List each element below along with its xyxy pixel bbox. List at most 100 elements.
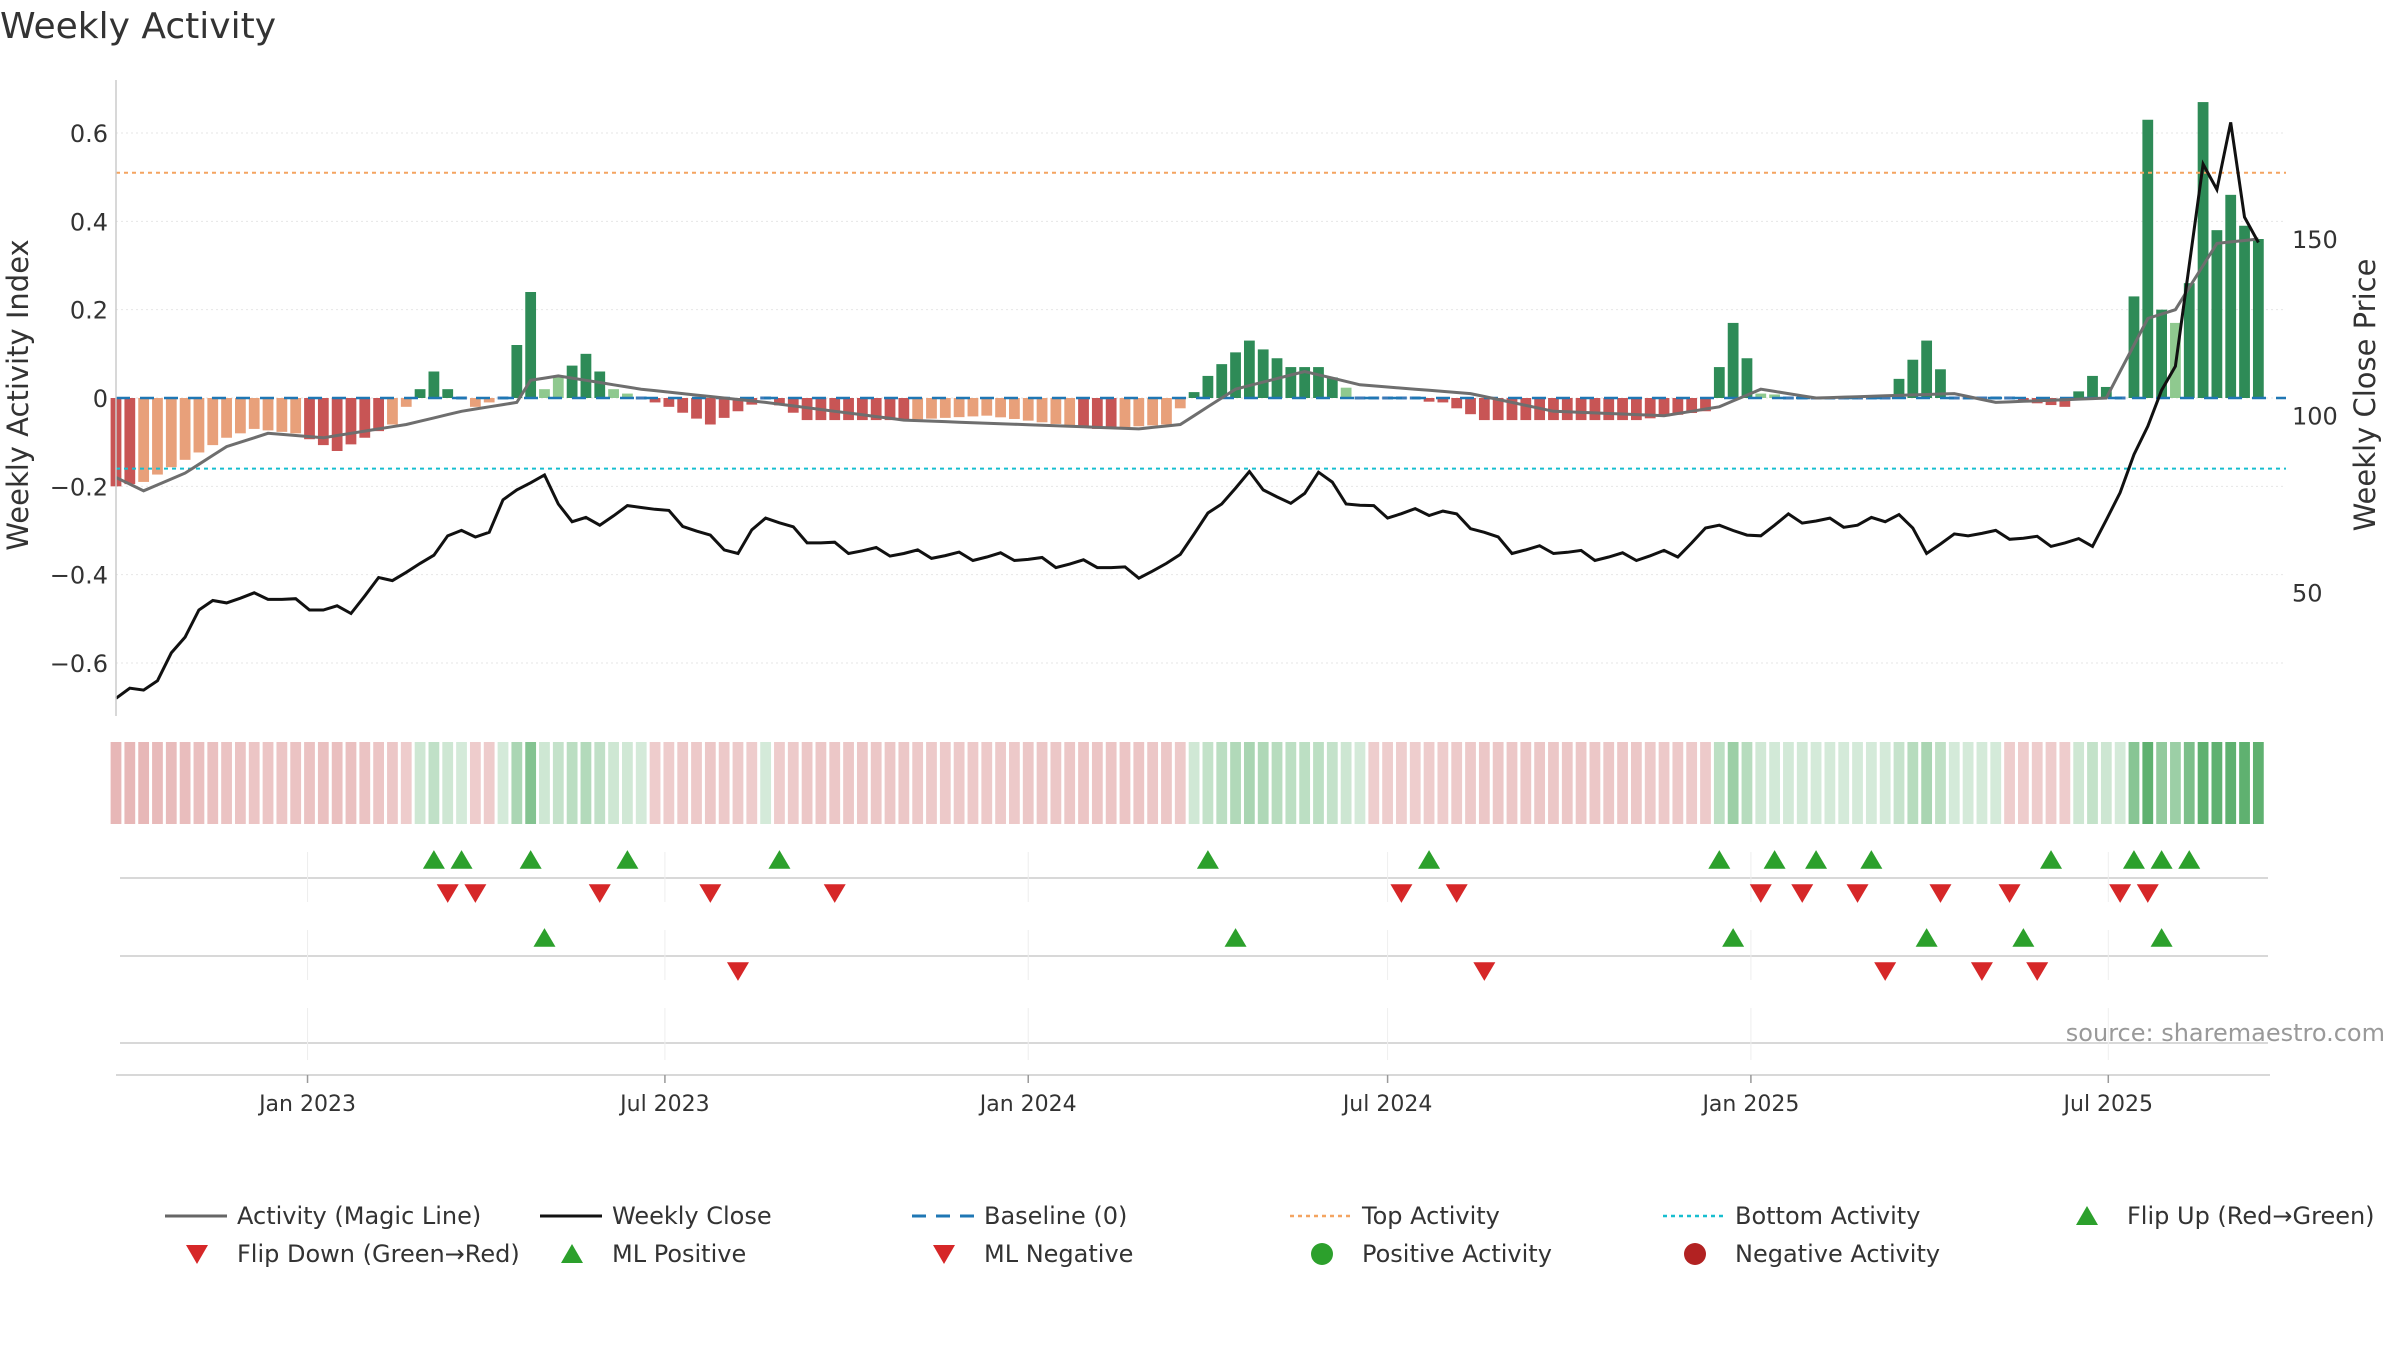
activity-bar [1727,322,1739,398]
legend-label: ML Positive [612,1240,746,1268]
activity-bar [1948,396,1960,400]
heat-cell [801,742,813,824]
heat-cell [1188,742,1200,824]
activity-bar [387,398,398,425]
heat-cell [1990,742,2002,824]
activity-bar [1036,398,1048,423]
signal-up-marker [768,850,791,869]
heat-cell [2239,742,2250,824]
legend-item: ML Negative [933,1240,1133,1268]
signal-up-marker [2150,928,2173,947]
heat-cell [235,742,246,824]
activity-bar [124,398,136,485]
activity-bar [304,398,315,440]
heat-cell [912,742,924,824]
legend-label: ML Negative [984,1240,1133,1268]
heat-cell [967,742,979,824]
activity-bar [1202,375,1214,398]
heat-cell [2114,742,2126,824]
heat-cell [1548,742,1559,824]
activity-bar [1313,367,1324,398]
activity-bar [2100,386,2112,398]
heat-cell [2059,742,2071,824]
activity-bar [221,398,232,438]
activity-bar [414,389,426,398]
heat-cell [193,742,205,824]
signal-up-marker [1860,850,1883,869]
activity-bar [829,398,841,421]
heat-cell [995,742,1006,824]
activity-bar [635,396,647,400]
date-tick-label: Jul 2024 [1341,1092,1433,1117]
heat-cell [635,742,647,824]
heat-cell [1838,742,1850,824]
signal-up-marker [1196,850,1219,869]
activity-bar [262,398,274,431]
activity-bar [276,398,288,432]
activity-bar [345,398,357,445]
activity-bar [1230,352,1241,398]
legend: Activity (Magic Line) Weekly Close Baselin… [165,1202,2375,1268]
left-axis-title: Weekly Activity Index [1,239,35,550]
activity-bar [2142,119,2154,398]
heat-cell [1603,742,1615,824]
signal-down-marker [1749,884,1772,903]
activity-bar [1243,340,1255,398]
activity-bar [1478,398,1490,421]
heat-cell [2100,742,2112,824]
axes: −0.6 −0.4 −0.2 0 0.2 0.4 0.6 50 100 150 Jan 2023 Ju… [50,80,2338,1117]
activity-bar [193,398,205,453]
heat-cell [2170,742,2181,824]
signal-up-marker [422,850,445,869]
heat-cell [1340,742,1352,824]
activity-bar [1326,377,1338,398]
legend-label: Bottom Activity [1735,1202,1920,1230]
heat-cell [856,742,868,824]
signal-down-marker [1791,884,1814,903]
date-tick-label: Jan 2023 [257,1092,356,1117]
activity-bar [608,389,619,398]
heat-cell [2142,742,2154,824]
heat-cell [2004,742,2015,824]
heat-cell [1976,742,1988,824]
activity-bar [2004,396,2015,400]
heat-cell [1852,742,1863,824]
heat-cell [2225,742,2237,824]
activity-bar [1451,398,1463,409]
activity-bar [1630,398,1642,421]
activity-bar [1050,398,1062,424]
activity-bar [511,345,523,398]
heat-cell [207,742,219,824]
activity-bar [2073,391,2085,398]
heat-cell [1589,742,1601,824]
left-tick-label: 0.6 [70,120,108,148]
legend-item: Negative Activity [1684,1240,1940,1268]
legend-swatch [186,1245,208,1264]
activity-bar [248,398,260,429]
heat-cell [290,742,302,824]
activity-bar [2017,398,2029,402]
heat-cell [2211,742,2223,824]
legend-label: Weekly Close [612,1202,772,1230]
heat-cell [345,742,357,824]
signal-up-marker [1708,850,1731,869]
activity-bar [2239,225,2250,398]
activity-bar [1548,398,1559,421]
activity-bar [1658,398,1670,417]
heat-cell [539,742,550,824]
heat-cell [1686,742,1698,824]
heat-cell [483,742,495,824]
activity-bar [1769,394,1780,398]
heat-cell [165,742,177,824]
legend-label: Flip Down (Green→Red) [237,1240,520,1268]
heat-cell [221,742,232,824]
legend-swatch [1311,1243,1333,1265]
heat-cell [1506,742,1518,824]
activity-bar [1147,398,1159,426]
activity-bar [622,393,633,398]
heat-cell [138,742,150,824]
heat-cell [1354,742,1366,824]
activity-bar [1907,359,1919,398]
heat-cell [110,742,122,824]
heat-cell [787,742,799,824]
